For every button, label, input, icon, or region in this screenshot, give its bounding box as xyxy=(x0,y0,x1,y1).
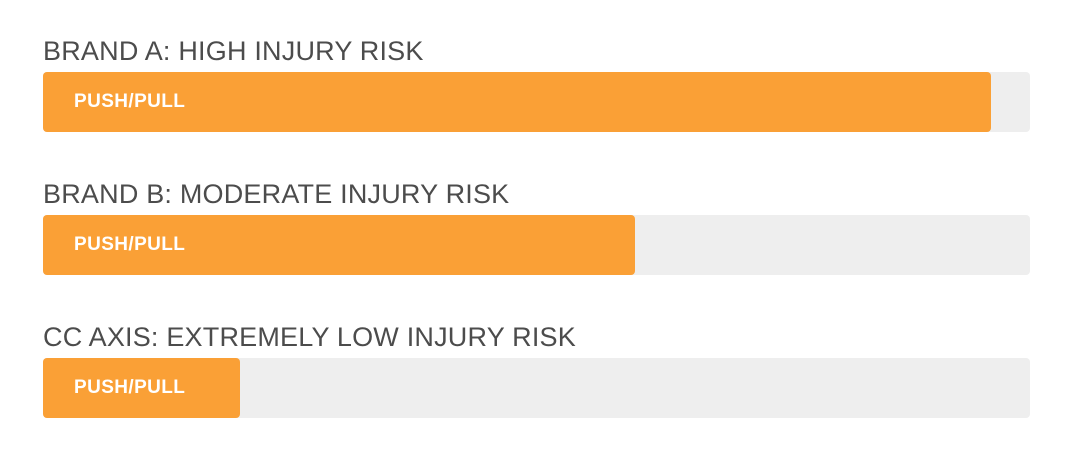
section-heading-brand-a: BRAND A: HIGH INJURY RISK xyxy=(43,36,424,66)
progress-fill-brand-b: PUSH/PULL xyxy=(43,215,636,276)
risk-section-cc-axis: CC AXIS: EXTREMELY LOW INJURY RISK PUSH/… xyxy=(43,322,1030,419)
section-heading-cc-axis: CC AXIS: EXTREMELY LOW INJURY RISK xyxy=(43,322,576,353)
risk-section-brand-a: BRAND A: HIGH INJURY RISK PUSH/PULL xyxy=(43,36,1030,133)
progress-fill-brand-a: PUSH/PULL xyxy=(43,72,991,133)
progress-track-brand-b: PUSH/PULL xyxy=(43,215,1030,276)
risk-section-brand-b: BRAND B: MODERATE INJURY RISK PUSH/PULL xyxy=(43,179,1030,276)
bar-label-push-pull: PUSH/PULL xyxy=(74,91,186,113)
injury-risk-infographic: BRAND A: HIGH INJURY RISK PUSH/PULL BRAN… xyxy=(43,36,1030,419)
bar-label-push-pull: PUSH/PULL xyxy=(74,377,186,399)
progress-track-cc-axis: PUSH/PULL xyxy=(43,358,1030,419)
progress-fill-cc-axis: PUSH/PULL xyxy=(43,358,241,419)
bar-label-push-pull: PUSH/PULL xyxy=(74,234,186,256)
progress-track-brand-a: PUSH/PULL xyxy=(43,72,1030,133)
section-heading-brand-b: BRAND B: MODERATE INJURY RISK xyxy=(43,179,510,210)
